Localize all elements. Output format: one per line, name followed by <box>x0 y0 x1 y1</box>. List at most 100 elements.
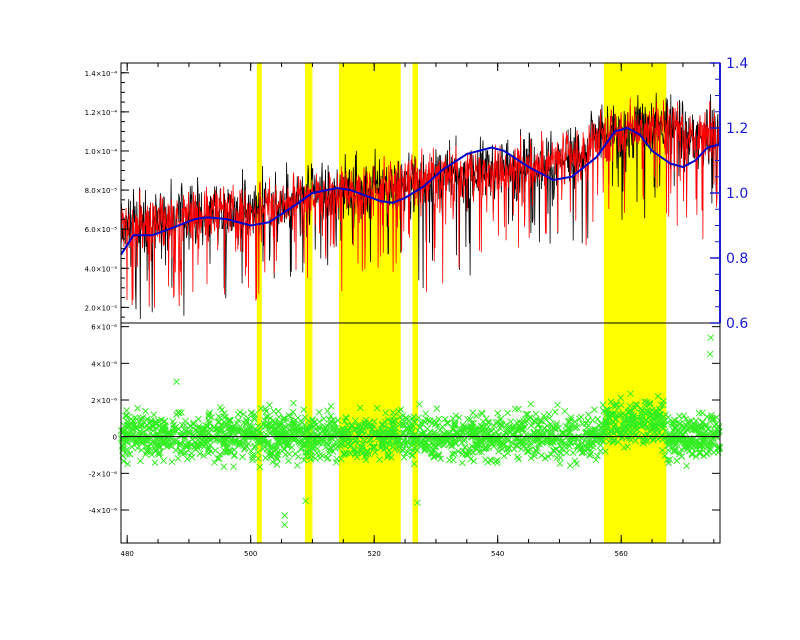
residual-marker <box>196 450 204 458</box>
residual-marker <box>485 444 493 452</box>
residual-marker <box>448 450 456 458</box>
residual-marker <box>205 411 213 418</box>
residual-marker <box>465 448 473 456</box>
residual-marker <box>657 401 665 409</box>
residual-marker <box>344 440 352 448</box>
residual-marker <box>215 412 223 420</box>
residual-marker <box>335 425 343 433</box>
residual-marker <box>137 415 145 422</box>
residual-marker <box>659 447 666 454</box>
residual-marker <box>589 440 597 448</box>
residual-marker <box>137 417 145 425</box>
residual-marker <box>251 414 258 421</box>
residual-marker <box>216 451 224 458</box>
residual-marker <box>367 435 375 443</box>
residual-marker <box>201 437 209 445</box>
residual-marker <box>479 410 486 418</box>
residual-marker <box>534 436 542 444</box>
residual-marker <box>585 411 592 418</box>
residual-marker <box>341 417 349 425</box>
residual-marker <box>281 521 288 529</box>
residual-marker <box>534 445 541 452</box>
residual-marker <box>538 439 546 446</box>
residual-marker <box>245 415 252 422</box>
residual-marker <box>357 446 364 454</box>
residual-marker <box>589 417 597 424</box>
residual-marker <box>214 418 222 426</box>
residual-marker <box>556 448 563 456</box>
residual-marker <box>303 425 311 433</box>
residual-marker <box>377 444 384 452</box>
residual-marker <box>584 417 592 424</box>
residual-marker <box>262 407 270 415</box>
residual-marker <box>514 434 522 441</box>
residual-marker <box>641 398 648 405</box>
residual-marker <box>355 432 363 440</box>
residual-marker <box>123 450 131 458</box>
residual-marker <box>556 460 564 467</box>
residual-marker <box>174 455 182 462</box>
residual-marker <box>240 410 247 418</box>
residual-marker <box>386 447 393 455</box>
residual-marker <box>316 418 323 426</box>
residual-marker <box>686 422 694 430</box>
residual-marker <box>682 440 690 448</box>
residual-marker <box>265 451 272 459</box>
residual-marker <box>584 441 592 448</box>
residual-marker <box>451 450 458 457</box>
residual-marker <box>267 445 275 453</box>
residual-marker <box>435 415 443 423</box>
residual-marker <box>513 419 521 427</box>
residual-marker <box>360 425 368 433</box>
residual-marker <box>671 425 679 433</box>
x-tick-label: 500 <box>244 550 257 558</box>
residual-marker <box>657 423 665 431</box>
residual-marker <box>375 436 383 444</box>
residual-marker <box>129 420 136 428</box>
residual-marker <box>709 434 717 441</box>
residual-marker <box>205 445 212 452</box>
residual-marker <box>561 407 569 415</box>
residual-marker <box>571 424 579 432</box>
residual-marker <box>589 429 596 436</box>
residual-marker <box>536 417 544 425</box>
residual-marker <box>478 437 485 445</box>
residual-marker <box>711 427 719 435</box>
residual-marker <box>350 445 357 453</box>
residual-marker <box>431 443 438 451</box>
residual-marker <box>324 407 331 415</box>
top-y-tick-label: 2.0×10⁻⁵ <box>85 304 118 312</box>
residual-marker <box>230 446 238 454</box>
residual-marker <box>498 445 506 453</box>
residual-marker <box>506 444 513 452</box>
residual-marker <box>225 417 232 424</box>
residual-marker <box>371 418 378 425</box>
residual-marker <box>380 442 388 450</box>
residual-marker <box>512 434 520 442</box>
residual-marker <box>493 459 501 467</box>
residual-marker <box>220 463 228 470</box>
residual-marker <box>688 450 696 457</box>
residual-marker <box>429 439 437 446</box>
residual-marker <box>341 442 348 449</box>
right-y-tick-label: 1.2 <box>726 121 748 137</box>
residual-marker <box>716 445 723 453</box>
residual-marker <box>641 410 649 417</box>
residual-marker <box>557 454 564 462</box>
residual-marker <box>702 421 710 428</box>
residual-marker <box>551 408 559 416</box>
residual-marker <box>433 405 441 412</box>
residual-marker <box>344 427 352 435</box>
residual-marker <box>559 429 567 437</box>
residual-marker <box>609 411 617 419</box>
residual-marker <box>332 430 340 438</box>
residual-marker <box>301 414 309 421</box>
residual-marker <box>257 405 265 412</box>
residual-marker <box>121 437 129 445</box>
residual-marker <box>455 448 462 455</box>
residual-marker <box>320 415 328 423</box>
residual-marker <box>594 415 602 423</box>
residual-marker <box>625 415 633 423</box>
residual-marker <box>178 409 185 416</box>
residual-marker <box>273 453 280 461</box>
